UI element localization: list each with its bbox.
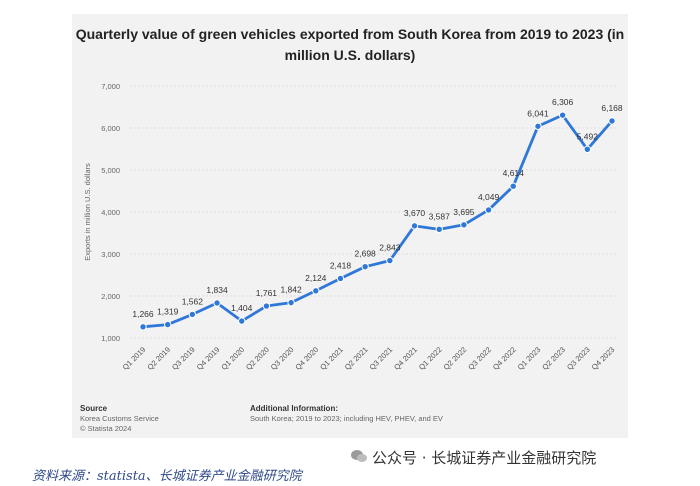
data-point <box>484 206 493 214</box>
chart-card: Quarterly value of green vehicles export… <box>72 14 628 438</box>
chart-title-line1: Quarterly value of green vehicles export… <box>75 26 625 42</box>
x-tick-label: Q4 2022 <box>491 345 518 372</box>
series-line <box>141 113 614 329</box>
data-label: 2,124 <box>305 273 327 283</box>
y-tick-label: 2,000 <box>101 292 120 301</box>
data-label: 4,614 <box>503 168 525 178</box>
line-chart: 1,000 2,000 3,000 4,000 5,000 6,000 7,000 Expor… <box>83 82 623 372</box>
source-block: Source Korea Customs Service © Statista … <box>80 404 159 434</box>
data-point <box>534 122 542 130</box>
data-point <box>558 111 567 119</box>
data-label: 4,049 <box>478 192 500 202</box>
wechat-icon <box>351 450 367 462</box>
x-tick-label: Q2 2020 <box>244 345 271 372</box>
data-point <box>262 302 271 310</box>
data-point <box>435 225 443 234</box>
x-tick-label: Q2 2023 <box>540 345 567 372</box>
x-tick-label: Q3 2023 <box>565 345 592 372</box>
data-label: 2,843 <box>379 243 401 253</box>
x-tick-label: Q4 2019 <box>195 345 222 372</box>
data-point <box>509 182 517 190</box>
source-heading: Source <box>80 404 108 413</box>
additional-info-text: South Korea; 2019 to 2023; including HEV… <box>250 414 443 423</box>
y-tick-label: 3,000 <box>101 250 120 259</box>
data-point <box>213 299 221 307</box>
data-point <box>410 222 419 230</box>
x-tick-label: Q4 2021 <box>392 345 419 372</box>
x-tick-label: Q1 2022 <box>417 345 444 372</box>
watermark: 公众号 · 长城证券产业金融研究院 <box>372 449 597 467</box>
data-label: 6,168 <box>601 103 623 113</box>
x-tick-label: Q2 2022 <box>442 345 469 372</box>
data-label: 2,418 <box>330 260 352 270</box>
data-label: 1,834 <box>206 285 228 295</box>
data-label: 1,266 <box>132 309 154 319</box>
data-point <box>336 274 345 283</box>
data-label: 1,842 <box>280 285 302 295</box>
data-point <box>361 262 369 271</box>
data-point <box>460 221 468 229</box>
copyright: © Statista 2024 <box>80 424 132 433</box>
x-tick-label: Q3 2019 <box>170 345 197 372</box>
x-tick-label: Q2 2019 <box>145 345 172 372</box>
data-label: 2,698 <box>355 249 377 259</box>
data-point <box>238 317 246 325</box>
x-tick-label: Q1 2023 <box>516 345 543 372</box>
x-tick-label: Q3 2020 <box>269 345 296 372</box>
x-tick-label: Q3 2022 <box>466 345 493 372</box>
data-label: 6,306 <box>552 97 574 107</box>
x-tick-label: Q4 2020 <box>293 345 320 372</box>
data-point <box>583 145 592 154</box>
y-tick-label: 4,000 <box>101 208 120 217</box>
y-tick-label: 7,000 <box>101 82 120 91</box>
x-tick-label: Q1 2019 <box>121 345 148 372</box>
data-point <box>139 323 147 331</box>
x-tick-label: Q2 2021 <box>343 345 370 372</box>
data-label: 1,319 <box>157 307 179 317</box>
data-label: 1,404 <box>231 303 253 313</box>
chart-title-line2: million U.S. dollars) <box>284 47 416 63</box>
chart-title: Quarterly value of green vehicles export… <box>72 24 628 66</box>
additional-info-heading: Additional Information: <box>250 404 338 413</box>
x-tick-label: Q4 2023 <box>590 345 617 372</box>
data-label: 6,041 <box>527 108 549 118</box>
source-note: 资料来源：statista、长城证券产业金融研究院 <box>32 469 302 484</box>
x-tick-label: Q1 2021 <box>318 345 345 372</box>
data-point <box>386 256 394 265</box>
data-point <box>188 310 197 319</box>
source-name: Korea Customs Service <box>80 414 159 423</box>
data-label: 5,492 <box>577 131 599 141</box>
y-tick-label: 1,000 <box>101 334 120 343</box>
data-label: 3,695 <box>453 207 475 217</box>
data-point <box>312 287 320 295</box>
data-label: 3,670 <box>404 208 426 218</box>
x-tick-label: Q1 2020 <box>219 345 246 372</box>
data-point <box>608 117 616 125</box>
data-point <box>163 320 172 329</box>
x-tick-label: Q3 2021 <box>368 345 395 372</box>
data-label: 1,761 <box>256 288 278 298</box>
y-tick-label: 6,000 <box>101 124 120 133</box>
y-axis-title: Exports in million U.S. dollars <box>83 163 92 261</box>
additional-info-block: Additional Information: South Korea; 201… <box>250 404 443 424</box>
data-point <box>287 298 295 307</box>
y-tick-label: 5,000 <box>101 166 120 175</box>
data-label: 1,562 <box>182 296 204 306</box>
data-label: 3,587 <box>429 211 451 221</box>
